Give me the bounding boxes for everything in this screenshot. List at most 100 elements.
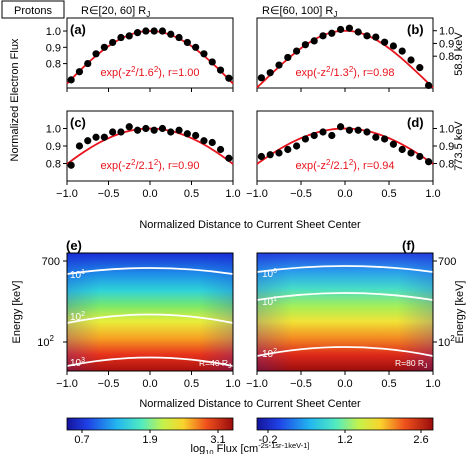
fit-curves <box>66 29 434 165</box>
heatmap-x-tick-label: −1.0 <box>56 378 78 390</box>
data-point <box>75 142 84 150</box>
data-point <box>275 61 283 69</box>
data-point <box>84 59 92 68</box>
data-point <box>389 42 397 50</box>
panel-f-contour-1 <box>256 265 434 273</box>
x-tick-label: −1.0 <box>56 188 78 200</box>
data-point <box>363 128 371 136</box>
heatmap-x-tick-label: −0.5 <box>98 378 120 390</box>
panel-e-contour-label-3: 103 <box>70 357 85 369</box>
data-point <box>381 38 389 46</box>
data-points <box>67 24 433 169</box>
panel-f-contour-label-2: 101 <box>262 296 277 308</box>
data-point <box>109 128 117 136</box>
panel-f-contour-label-1: 100 <box>262 268 277 280</box>
species-tag: Protons <box>1 0 65 19</box>
data-point <box>200 50 208 58</box>
data-point <box>381 135 389 143</box>
colorbar-left: 0.7 1.9 3.1 <box>66 417 234 446</box>
data-point <box>208 138 216 147</box>
panel-f-contour-3 <box>256 346 434 357</box>
panel-e <box>66 252 234 372</box>
colorbar-label: log10 Flux [cm-2s-1sr-1keV-1] <box>191 441 310 454</box>
panel-f-contour-label-3: 102 <box>262 348 277 360</box>
data-point <box>109 38 117 47</box>
data-point <box>345 126 353 134</box>
data-point <box>158 27 167 35</box>
y-tick-label: 1.0 <box>439 26 454 38</box>
data-point <box>328 131 336 140</box>
data-point <box>100 43 108 51</box>
fit-curve-b <box>256 29 434 89</box>
data-point <box>275 149 283 157</box>
data-point <box>142 27 150 35</box>
column-title-left: R∈[20, 60] RJ <box>81 5 150 19</box>
panel-a-fit-label: exp(-z2/1.62), r=1.00 <box>100 65 199 79</box>
colorbar-right-bar <box>256 417 434 431</box>
data-point <box>416 64 424 72</box>
data-point <box>192 131 200 140</box>
y-tick-label: 0.8 <box>439 51 454 63</box>
panel-f-r-annotation: R=80 RJ <box>395 358 427 370</box>
energy-label-top: 58.9 keV <box>453 32 465 76</box>
x-tick-label: −0.5 <box>290 188 312 200</box>
y-axis-label-top: Normalized Electron Flux <box>9 38 21 161</box>
colorbar-tick-label: -0.2 <box>259 434 278 446</box>
panel-e-contour-label-1: 101 <box>70 269 85 281</box>
data-point <box>337 25 345 34</box>
data-point <box>310 131 318 140</box>
data-point <box>225 154 233 162</box>
colorbar-tick-label: 0.7 <box>74 434 89 446</box>
data-point <box>363 32 371 40</box>
x-tick-label: 0.0 <box>337 188 352 200</box>
data-point <box>75 68 84 76</box>
colorbar-right: -0.2 1.2 2.6 <box>256 417 434 446</box>
energy-ticks: 700 102 700 102 <box>37 256 456 349</box>
data-point <box>225 74 233 82</box>
data-point <box>216 66 225 74</box>
panel-c-letter: (c) <box>70 115 86 130</box>
axis-ticks: 0.80.91.00.80.91.00.80.91.0−1.0 −0.5 0.0 0.… <box>46 26 455 390</box>
data-point <box>92 50 100 58</box>
x-tick-label: −0.5 <box>98 188 120 200</box>
panel-f <box>256 252 434 372</box>
panel-d-fit-label: exp(-z2/2.12), r=0.94 <box>295 158 394 172</box>
data-point <box>257 74 265 82</box>
panel-e-vignette <box>67 253 233 371</box>
data-point <box>142 124 150 133</box>
colorbar-tick-label: 3.1 <box>210 434 225 446</box>
panel-c-fit-label: exp(-z2/2.12), r=0.90 <box>100 158 199 172</box>
data-point <box>354 126 362 134</box>
panel-e-contour-2 <box>66 313 234 324</box>
column-title-right: R∈[60, 100] RJ <box>262 5 337 19</box>
panel-f-vignette <box>257 253 433 371</box>
y-tick-label: 1.0 <box>46 124 61 136</box>
data-point <box>301 41 309 49</box>
data-point <box>216 145 225 154</box>
y-tick-label: 1.0 <box>439 124 454 136</box>
data-point <box>328 29 336 37</box>
data-point <box>319 128 327 136</box>
data-point <box>100 133 108 141</box>
data-point <box>425 81 433 90</box>
x-axis-label-top: Normalized Distance to Current Sheet Cen… <box>139 219 361 231</box>
species-tag-label: Protons <box>14 5 52 17</box>
data-point <box>208 58 216 66</box>
heatmap-x-tick-label: 0.0 <box>142 378 157 390</box>
fit-curve-d <box>256 127 434 165</box>
x-tick-label: 0.0 <box>142 188 157 200</box>
y-tick-label: 0.9 <box>439 38 454 50</box>
panel-e-letter: (e) <box>66 238 82 253</box>
data-point <box>319 32 327 40</box>
data-point <box>407 56 415 64</box>
panel-a-letter: (a) <box>70 22 86 37</box>
data-point <box>183 130 191 138</box>
panel-e-r-annotation: R=40 RJ <box>199 358 231 370</box>
colorbar-tick-label: 1.9 <box>142 434 157 446</box>
x-tick-label: 1.0 <box>225 188 240 200</box>
colorbar-left-bar <box>66 417 234 431</box>
colorbar-tick-label: 2.6 <box>413 434 428 446</box>
panel-f-letter: (f) <box>402 238 415 253</box>
data-point <box>133 29 142 37</box>
panel-b-fit-label: exp(-z2/1.32), r=0.98 <box>295 65 394 79</box>
